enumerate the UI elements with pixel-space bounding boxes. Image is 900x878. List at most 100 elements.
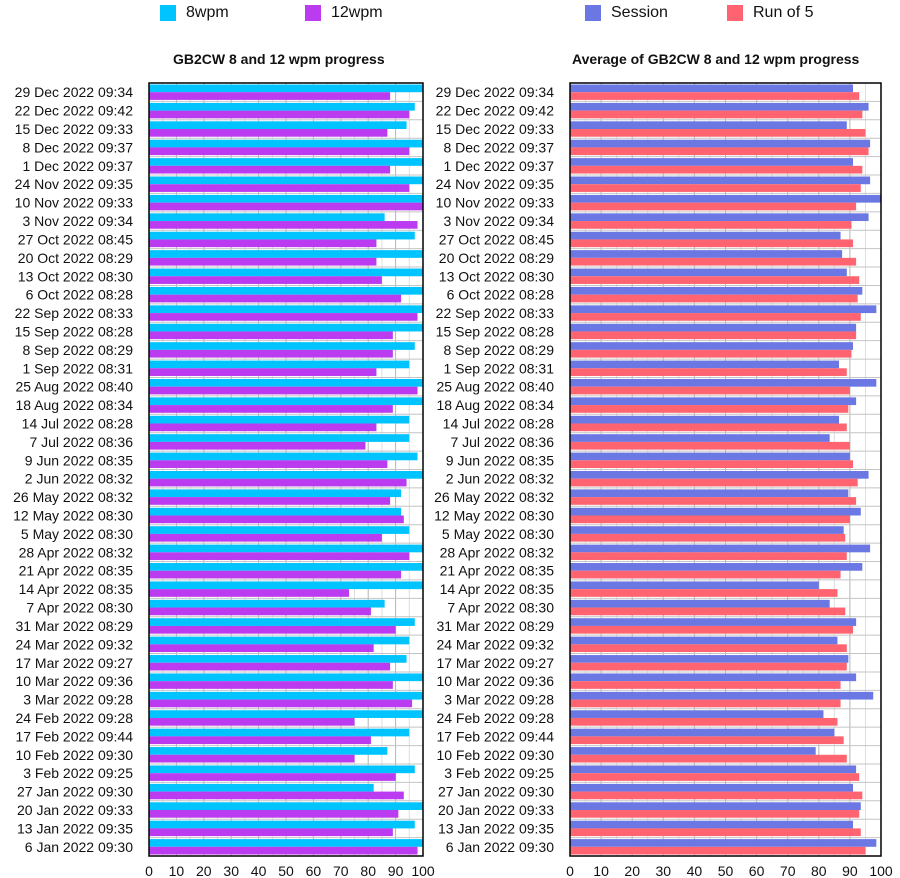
category-label: 10 Feb 2022 09:30 [15,747,133,763]
category-label: 2 Jun 2022 08:32 [446,471,554,487]
bar-run-of-5 [570,257,857,266]
bar-run-of-5 [570,368,847,376]
x-tick-label: 90 [842,863,858,878]
bar-session [570,176,871,185]
bar-8wpm [149,526,410,534]
bar-8wpm [149,563,423,571]
bar-12wpm [149,110,410,119]
category-label: 3 Feb 2022 09:25 [23,765,133,781]
bar-run-of-5 [570,717,838,726]
bar-run-of-5 [570,607,846,616]
category-label: 29 Dec 2022 09:34 [15,84,134,100]
legend-item-12wpm: 12wpm [305,4,383,22]
chart-title: GB2CW 8 and 12 wpm progress [173,51,385,67]
bar-run-of-5 [570,625,854,634]
bar-run-of-5 [570,239,854,248]
bar-12wpm [149,423,377,432]
bar-8wpm [149,673,423,682]
category-label: 18 Aug 2022 08:34 [15,397,133,413]
bar-session [570,563,863,571]
bar-12wpm [149,607,371,616]
bar-12wpm [149,129,388,137]
bar-session [570,783,854,792]
category-label: 13 Oct 2022 08:30 [439,268,554,284]
x-tick-label: 100 [411,863,435,878]
bar-12wpm [149,368,377,376]
category-label: 26 May 2022 08:32 [13,489,133,505]
x-tick-label: 10 [593,863,609,878]
category-label: 24 Feb 2022 09:28 [436,710,554,726]
bar-12wpm [149,736,371,745]
category-label: 27 Oct 2022 08:45 [18,231,133,247]
bar-8wpm [149,489,402,498]
bar-run-of-5 [570,165,863,174]
bar-12wpm [149,405,393,413]
bar-12wpm [149,441,366,450]
bar-8wpm [149,802,423,810]
bar-session [570,839,877,847]
category-label: 3 Nov 2022 09:34 [22,213,133,229]
bar-12wpm [149,147,410,156]
bar-run-of-5 [570,570,841,579]
x-tick-label: 60 [306,863,322,878]
category-label: 10 Mar 2022 09:36 [15,673,133,689]
category-label: 17 Mar 2022 09:27 [15,655,133,671]
legend-label-session: Session [611,4,668,21]
category-label: 24 Nov 2022 09:35 [436,176,555,192]
category-label: 3 Nov 2022 09:34 [443,213,554,229]
category-label: 20 Jan 2022 09:33 [438,802,554,818]
category-label: 29 Dec 2022 09:34 [436,84,555,100]
category-label: 8 Sep 2022 08:29 [443,342,554,358]
bar-12wpm [149,221,418,229]
category-label: 13 Oct 2022 08:30 [18,268,133,284]
category-label: 15 Sep 2022 08:28 [436,323,555,339]
bar-12wpm [149,828,393,837]
category-label: 17 Mar 2022 09:27 [436,655,554,671]
bar-session [570,286,863,295]
bar-run-of-5 [570,221,852,229]
bar-run-of-5 [570,681,841,689]
category-label: 10 Nov 2022 09:33 [436,195,555,211]
bar-12wpm [149,717,355,726]
bar-12wpm [149,533,382,542]
category-label: 7 Jul 2022 08:36 [29,434,133,450]
x-tick-label: 50 [718,863,734,878]
x-tick-label: 100 [869,863,893,878]
bar-12wpm [149,478,407,487]
bar-12wpm [149,791,404,800]
legend: 8wpm 12wpm [0,4,440,26]
x-tick-label: 70 [780,863,796,878]
bar-8wpm [149,415,410,424]
bar-8wpm [149,250,423,258]
bar-8wpm [149,176,423,185]
bar-run-of-5 [570,184,861,192]
bar-run-of-5 [570,662,847,671]
category-label: 1 Dec 2022 09:37 [22,158,133,174]
category-label: 10 Mar 2022 09:36 [436,673,554,689]
bar-run-of-5 [570,460,854,468]
bar-run-of-5 [570,349,852,358]
x-tick-label: 70 [333,863,349,878]
bar-8wpm [149,747,388,755]
category-label: 1 Sep 2022 08:31 [22,360,133,376]
bar-8wpm [149,102,415,111]
x-tick-label: 90 [388,863,404,878]
category-label: 15 Dec 2022 09:33 [436,121,555,137]
category-label: 9 Jun 2022 08:35 [446,452,554,468]
bar-12wpm [149,644,374,653]
bar-session [570,342,854,350]
bar-12wpm [149,699,413,708]
category-label: 15 Sep 2022 08:28 [15,323,134,339]
category-label: 28 Apr 2022 08:32 [19,544,134,560]
bar-run-of-5 [570,202,857,211]
x-tick-label: 20 [196,863,212,878]
bar-12wpm [149,497,391,505]
chart-panel-average-progress: Session Run of 5 Average of GB2CW 8 and … [430,0,900,878]
category-label: 15 Dec 2022 09:33 [15,121,134,137]
bar-8wpm [149,397,423,406]
bar-session [570,691,874,700]
bar-8wpm [149,213,385,222]
bar-session [570,397,857,406]
x-tick-label: 50 [278,863,294,878]
category-label: 27 Jan 2022 09:30 [438,784,554,800]
